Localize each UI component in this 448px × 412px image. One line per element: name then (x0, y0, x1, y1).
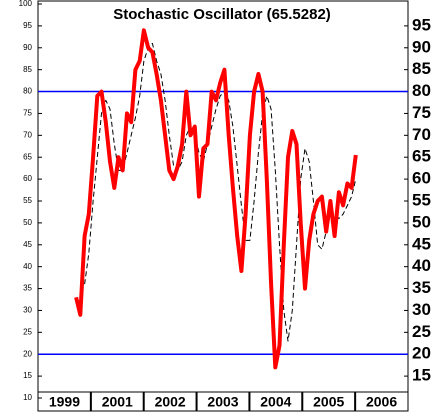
x-tick-label: 2005 (313, 394, 344, 410)
d-line (84, 42, 357, 342)
y-tick-label: 60 (23, 174, 32, 183)
y-tick-label: 80 (23, 87, 32, 96)
y-tick-label: 25 (23, 327, 32, 336)
x-tick-label: 2003 (207, 394, 238, 410)
x-tick-label: 2004 (260, 394, 291, 410)
y2-tick-label: 75 (412, 103, 431, 122)
y2-tick-label: 95 (412, 15, 431, 34)
y2-tick-label: 90 (412, 37, 431, 56)
k-line (74, 28, 358, 370)
y-tick-label: 10 (23, 393, 32, 402)
y-tick-label: 65 (23, 152, 32, 161)
y2-tick-label: 40 (412, 256, 431, 275)
y2-tick-label: 80 (412, 81, 431, 100)
y2-tick-label: 15 (412, 366, 431, 385)
y2-tick-label: 70 (412, 125, 431, 144)
y-tick-label: 85 (23, 65, 32, 74)
y2-tick-label: 50 (412, 212, 431, 231)
y-tick-label: 20 (23, 349, 32, 358)
y-tick-label: 15 (23, 371, 32, 380)
y2-tick-label: 25 (412, 322, 431, 341)
y2-tick-label: 55 (412, 190, 431, 209)
y-tick-label: 45 (23, 240, 32, 249)
x-tick-label: 1999 (49, 394, 80, 410)
y2-tick-label: 85 (412, 59, 431, 78)
chart-title: Stochastic Oscillator (65.5282) (113, 6, 331, 23)
y-tick-label: 30 (23, 306, 32, 315)
y-tick-label: 95 (23, 21, 32, 30)
y-tick-label: 100 (19, 0, 33, 8)
y-tick-label: 50 (23, 218, 32, 227)
y2-tick-label: 60 (412, 169, 431, 188)
y-tick-label: 90 (23, 43, 32, 52)
x-tick-label: 2006 (366, 394, 397, 410)
y2-tick-label: 30 (412, 300, 431, 319)
y2-tick-label: 35 (412, 278, 431, 297)
y-tick-label: 55 (23, 196, 32, 205)
x-tick-label: 2002 (155, 394, 186, 410)
y-tick-label: 40 (23, 262, 32, 271)
y2-tick-label: 20 (412, 344, 431, 363)
y-tick-label: 75 (23, 109, 32, 118)
y-tick-label: 70 (23, 130, 32, 139)
x-tick-label: 2001 (102, 394, 133, 410)
y-tick-label: 35 (23, 284, 32, 293)
plot-frame (37, 0, 409, 412)
y2-tick-label: 45 (412, 234, 431, 253)
y2-tick-label: 65 (412, 147, 431, 166)
